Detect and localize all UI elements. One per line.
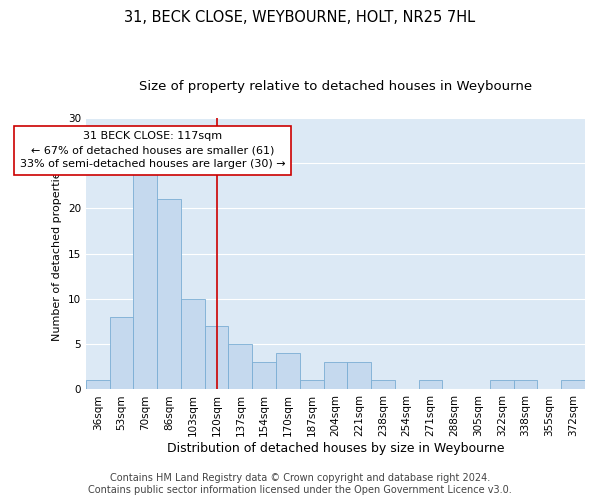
Bar (133, 172, 157, 390)
Bar (490, 380, 514, 390)
Bar (419, 380, 442, 390)
Bar (252, 362, 276, 390)
Bar (205, 326, 229, 390)
Bar (157, 200, 181, 390)
Bar (229, 344, 252, 390)
Bar (300, 380, 323, 390)
Bar (561, 380, 585, 390)
X-axis label: Distribution of detached houses by size in Weybourne: Distribution of detached houses by size … (167, 442, 504, 455)
Text: Contains HM Land Registry data © Crown copyright and database right 2024.
Contai: Contains HM Land Registry data © Crown c… (88, 474, 512, 495)
Y-axis label: Number of detached properties: Number of detached properties (52, 166, 62, 342)
Text: 31 BECK CLOSE: 117sqm
← 67% of detached houses are smaller (61)
33% of semi-deta: 31 BECK CLOSE: 117sqm ← 67% of detached … (20, 132, 285, 170)
Bar (86, 380, 110, 390)
Bar (110, 317, 133, 390)
Bar (371, 380, 395, 390)
Title: Size of property relative to detached houses in Weybourne: Size of property relative to detached ho… (139, 80, 532, 93)
Bar (347, 362, 371, 390)
Bar (181, 299, 205, 390)
Bar (276, 353, 300, 390)
Text: 31, BECK CLOSE, WEYBOURNE, HOLT, NR25 7HL: 31, BECK CLOSE, WEYBOURNE, HOLT, NR25 7H… (124, 10, 476, 25)
Bar (323, 362, 347, 390)
Bar (514, 380, 538, 390)
